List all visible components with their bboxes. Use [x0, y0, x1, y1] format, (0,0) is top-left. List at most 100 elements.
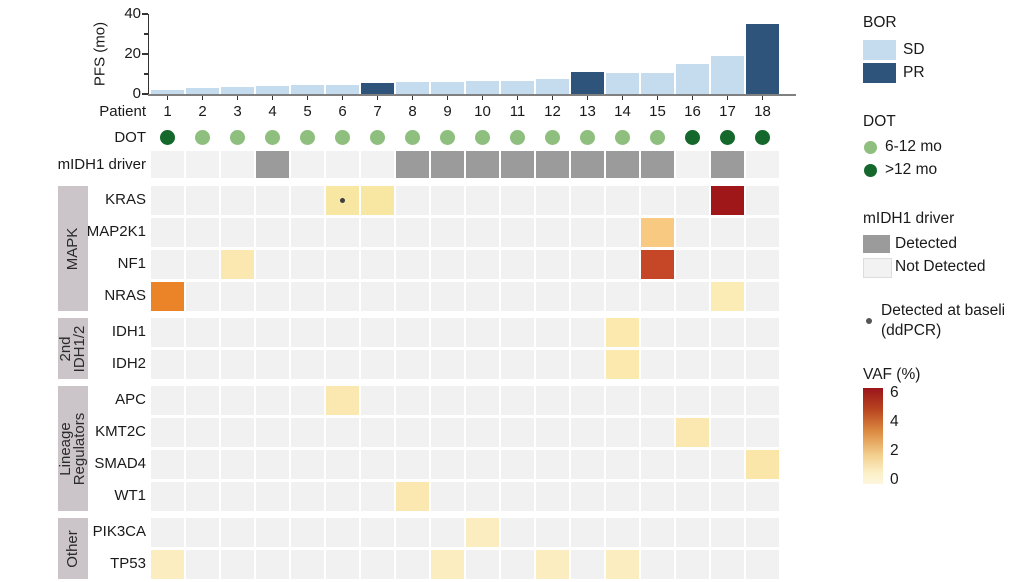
heatmap-cell [641, 318, 674, 347]
heatmap-cell [326, 550, 359, 579]
gene-label-kmt2c: KMT2C [95, 423, 146, 440]
heatmap-cell [571, 282, 604, 311]
dot-marker [545, 130, 560, 145]
legend-pr-label: PR [903, 64, 925, 81]
dot-marker [230, 130, 245, 145]
patient-number: 4 [268, 103, 277, 120]
heatmap-cell [501, 550, 534, 579]
patient-number: 11 [509, 103, 526, 120]
x-axis-tick [201, 95, 203, 100]
heatmap-cell [396, 550, 429, 579]
legend-dot-dark-label: >12 mo [885, 161, 938, 178]
legend-dot-light-icon [864, 141, 877, 154]
legend-detected-swatch [863, 235, 890, 253]
heatmap-cell [396, 218, 429, 247]
x-axis-tick [586, 95, 588, 100]
heatmap-cell [641, 350, 674, 379]
heatmap-cell [606, 282, 639, 311]
heatmap-cell [256, 186, 289, 215]
gene-label-map2k1: MAP2K1 [86, 223, 146, 240]
heatmap-cell [676, 550, 709, 579]
heatmap-cell [641, 450, 674, 479]
heatmap-cell [536, 482, 569, 511]
midh1-driver-cell [326, 151, 359, 178]
heatmap-cell [256, 250, 289, 279]
heatmap-cell [396, 250, 429, 279]
x-axis-tick [516, 95, 518, 100]
heatmap-cell [536, 350, 569, 379]
heatmap-cell [151, 282, 184, 311]
heatmap-cell [641, 482, 674, 511]
legend-dot-title: DOT [863, 113, 896, 130]
heatmap-cell [151, 550, 184, 579]
heatmap-cell [746, 386, 779, 415]
heatmap-cell [501, 418, 534, 447]
midh1-driver-cell [641, 151, 674, 178]
heatmap-cell [746, 282, 779, 311]
heatmap-cell [641, 386, 674, 415]
midh1-driver-cell [606, 151, 639, 178]
heatmap-cell [151, 318, 184, 347]
heatmap-cell [746, 450, 779, 479]
heatmap-cell [571, 250, 604, 279]
pfs-bar [746, 24, 779, 94]
heatmap-cell [291, 550, 324, 579]
heatmap-cell [466, 282, 499, 311]
patient-number: 13 [579, 103, 596, 120]
heatmap-cell [536, 186, 569, 215]
heatmap-cell [606, 518, 639, 547]
heatmap-cell [466, 418, 499, 447]
vaf-tick-label: 2 [890, 442, 899, 459]
heatmap-cell [361, 386, 394, 415]
heatmap-cell [676, 186, 709, 215]
heatmap-cell [431, 482, 464, 511]
x-axis-tick [341, 95, 343, 100]
heatmap-cell [466, 482, 499, 511]
heatmap-cell [501, 450, 534, 479]
x-axis-tick [411, 95, 413, 100]
heatmap-cell [256, 418, 289, 447]
heatmap-cell [571, 450, 604, 479]
heatmap-cell [711, 450, 744, 479]
heatmap-cell [571, 318, 604, 347]
heatmap-cell [431, 386, 464, 415]
heatmap-cell [326, 318, 359, 347]
heatmap-cell [676, 518, 709, 547]
heatmap-cell [291, 282, 324, 311]
patient-number: 9 [443, 103, 452, 120]
heatmap-cell [641, 186, 674, 215]
legend-dot-light-label: 6-12 mo [885, 138, 942, 155]
patient-number: 17 [719, 103, 736, 120]
y-axis-tick [143, 33, 148, 35]
heatmap-cell [186, 518, 219, 547]
y-axis-tick [141, 13, 148, 15]
heatmap-cell [326, 450, 359, 479]
baseline-detected-dot-icon [340, 198, 345, 203]
heatmap-cell [711, 550, 744, 579]
heatmap-cell [746, 350, 779, 379]
gene-label-apc: APC [115, 391, 146, 408]
dot-marker [335, 130, 350, 145]
pfs-bar [396, 82, 429, 94]
dot-marker [195, 130, 210, 145]
dot-marker [615, 130, 630, 145]
heatmap-cell [466, 386, 499, 415]
legend-baseline-dot-icon [866, 318, 872, 324]
group-strip-mapk: MAPK [58, 186, 88, 311]
gene-label-smad4: SMAD4 [94, 455, 146, 472]
heatmap-cell [361, 250, 394, 279]
heatmap-cell [186, 218, 219, 247]
midh1-driver-cell [221, 151, 254, 178]
heatmap-cell [606, 350, 639, 379]
heatmap-cell [746, 418, 779, 447]
heatmap-cell [571, 482, 604, 511]
patient-number: 1 [163, 103, 172, 120]
heatmap-cell [501, 386, 534, 415]
heatmap-cell [396, 482, 429, 511]
heatmap-cell [676, 482, 709, 511]
heatmap-cell [361, 518, 394, 547]
heatmap-cell [186, 282, 219, 311]
heatmap-cell [361, 318, 394, 347]
midh1-row-label: mIDH1 driver [57, 156, 146, 173]
